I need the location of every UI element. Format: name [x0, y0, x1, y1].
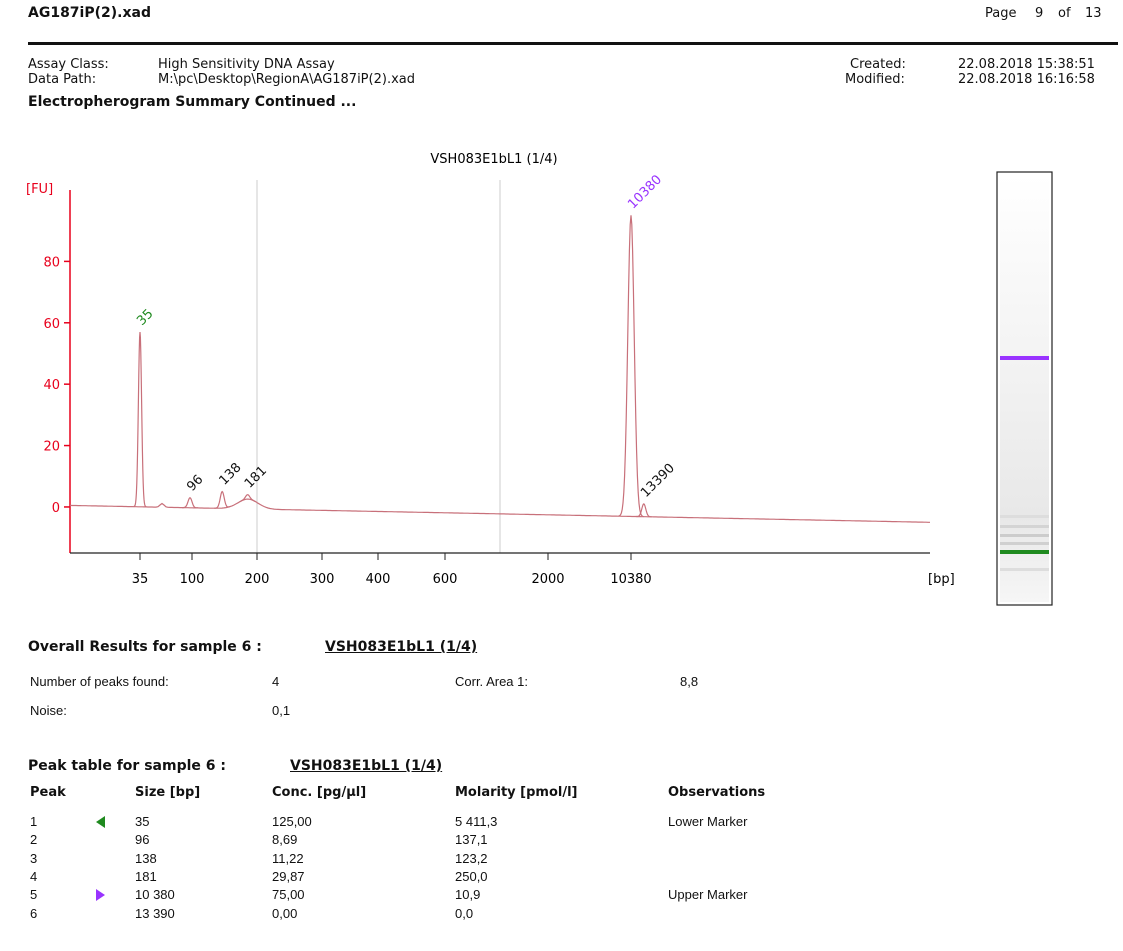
gel-band [1000, 568, 1049, 571]
table-cell: 13 390 [135, 906, 175, 921]
info-label: Created: [850, 57, 906, 72]
result-cell: Corr. Area 1: [455, 674, 528, 689]
info-value: 22.08.2018 16:16:58 [958, 72, 1095, 87]
y-tick-label: 80 [43, 255, 60, 270]
peak-label: 10380 [625, 172, 665, 212]
peak-label: 181 [242, 463, 270, 491]
gel-band [1000, 525, 1049, 528]
gel-lane [997, 172, 1052, 605]
page-label: Page [985, 6, 1016, 21]
result-cell: Number of peaks found: [30, 674, 169, 689]
table-cell: 96 [135, 832, 149, 847]
peak-label: 35 [134, 307, 156, 329]
table-cell: 29,87 [272, 869, 305, 884]
peak-label: 13390 [638, 461, 678, 501]
info-label: Assay Class: [28, 57, 109, 72]
x-axis-label: [bp] [928, 572, 955, 587]
report-page: AG187iP(2).xad Page 9 of 13 Assay Class:… [0, 0, 1123, 951]
info-label: Data Path: [28, 72, 96, 87]
overall-sample: VSH083E1bL1 (1/4) [325, 640, 477, 655]
marker-icon [96, 889, 105, 901]
peak-table-title: Peak table for sample 6 : [28, 759, 226, 774]
y-tick-label: 20 [43, 440, 60, 455]
peak [636, 504, 652, 517]
table-cell: 181 [135, 869, 157, 884]
info-label: Modified: [845, 72, 905, 87]
table-cell: 0,00 [272, 906, 297, 921]
table-cell: 35 [135, 814, 149, 829]
x-tick-label: 35 [132, 572, 149, 587]
chart-title: VSH083E1bL1 (1/4) [430, 152, 557, 167]
x-tick-label: 200 [245, 572, 270, 587]
page-number: 9 [1035, 6, 1043, 21]
file-name: AG187iP(2).xad [28, 6, 151, 21]
table-cell: 3 [30, 851, 37, 866]
table-cell: 0,0 [455, 906, 473, 921]
table-cell: 2 [30, 832, 37, 847]
peak-label: 138 [216, 460, 244, 488]
of-label: of [1058, 6, 1071, 21]
result-cell: 0,1 [272, 703, 290, 718]
peak [134, 332, 147, 507]
x-tick-label: 600 [433, 572, 458, 587]
table-cell: Lower Marker [668, 814, 747, 829]
x-tick-label: 10380 [610, 572, 651, 587]
gel-band [1000, 515, 1049, 518]
info-value: 22.08.2018 15:38:51 [958, 57, 1095, 72]
x-tick-label: 100 [180, 572, 205, 587]
table-cell: 4 [30, 869, 37, 884]
table-cell: 250,0 [455, 869, 488, 884]
column-header: Peak [30, 785, 66, 800]
result-cell: Noise: [30, 703, 67, 718]
table-cell: 10 380 [135, 887, 175, 902]
column-header: Molarity [pmol/l] [455, 785, 578, 800]
table-cell: 125,00 [272, 814, 312, 829]
info-value: High Sensitivity DNA Assay [158, 57, 335, 72]
page-count: 13 [1085, 6, 1102, 21]
overall-title: Overall Results for sample 6 : [28, 640, 262, 655]
table-cell: Upper Marker [668, 887, 747, 902]
peak [214, 492, 230, 509]
section-title: Electropherogram Summary Continued ... [28, 95, 356, 110]
gel-band [1000, 534, 1049, 537]
peak-label: 96 [184, 472, 206, 494]
marker-icon [96, 816, 105, 828]
peak-table-sample: VSH083E1bL1 (1/4) [290, 759, 442, 774]
column-header: Observations [668, 785, 765, 800]
table-cell: 11,22 [272, 851, 304, 866]
x-tick-label: 300 [310, 572, 335, 587]
upper-marker-band [1000, 356, 1049, 360]
peak [618, 215, 644, 516]
table-cell: 5 [30, 887, 37, 902]
result-cell: 8,8 [680, 674, 698, 689]
y-tick-label: 40 [43, 378, 60, 393]
column-header: Conc. [pg/µl] [272, 785, 366, 800]
table-cell: 1 [30, 814, 37, 829]
table-cell: 6 [30, 906, 37, 921]
x-tick-label: 400 [366, 572, 391, 587]
table-cell: 10,9 [455, 887, 480, 902]
table-cell: 137,1 [455, 832, 488, 847]
gel-background [1000, 175, 1049, 602]
table-cell: 8,69 [272, 832, 297, 847]
lower-marker-band [1000, 550, 1049, 554]
gel-band [1000, 542, 1049, 545]
table-cell: 138 [135, 851, 157, 866]
x-tick-label: 2000 [531, 572, 564, 587]
y-tick-label: 60 [43, 317, 60, 332]
result-cell: 4 [272, 674, 279, 689]
electropherogram: VSH083E1bL1 (1/4) [FU] [bp] 0 20 40 60 80 35 100 2… [0, 140, 1123, 610]
table-cell: 5 411,3 [455, 814, 497, 829]
table-cell: 123,2 [455, 851, 488, 866]
y-axis-label: [FU] [26, 182, 53, 197]
header-rule [28, 42, 1118, 45]
peak [182, 498, 198, 508]
table-cell: 75,00 [272, 887, 305, 902]
info-value: M:\pc\Desktop\RegionA\AG187iP(2).xad [158, 72, 415, 87]
column-header: Size [bp] [135, 785, 200, 800]
peak [240, 495, 256, 502]
y-tick-label: 0 [52, 501, 60, 516]
